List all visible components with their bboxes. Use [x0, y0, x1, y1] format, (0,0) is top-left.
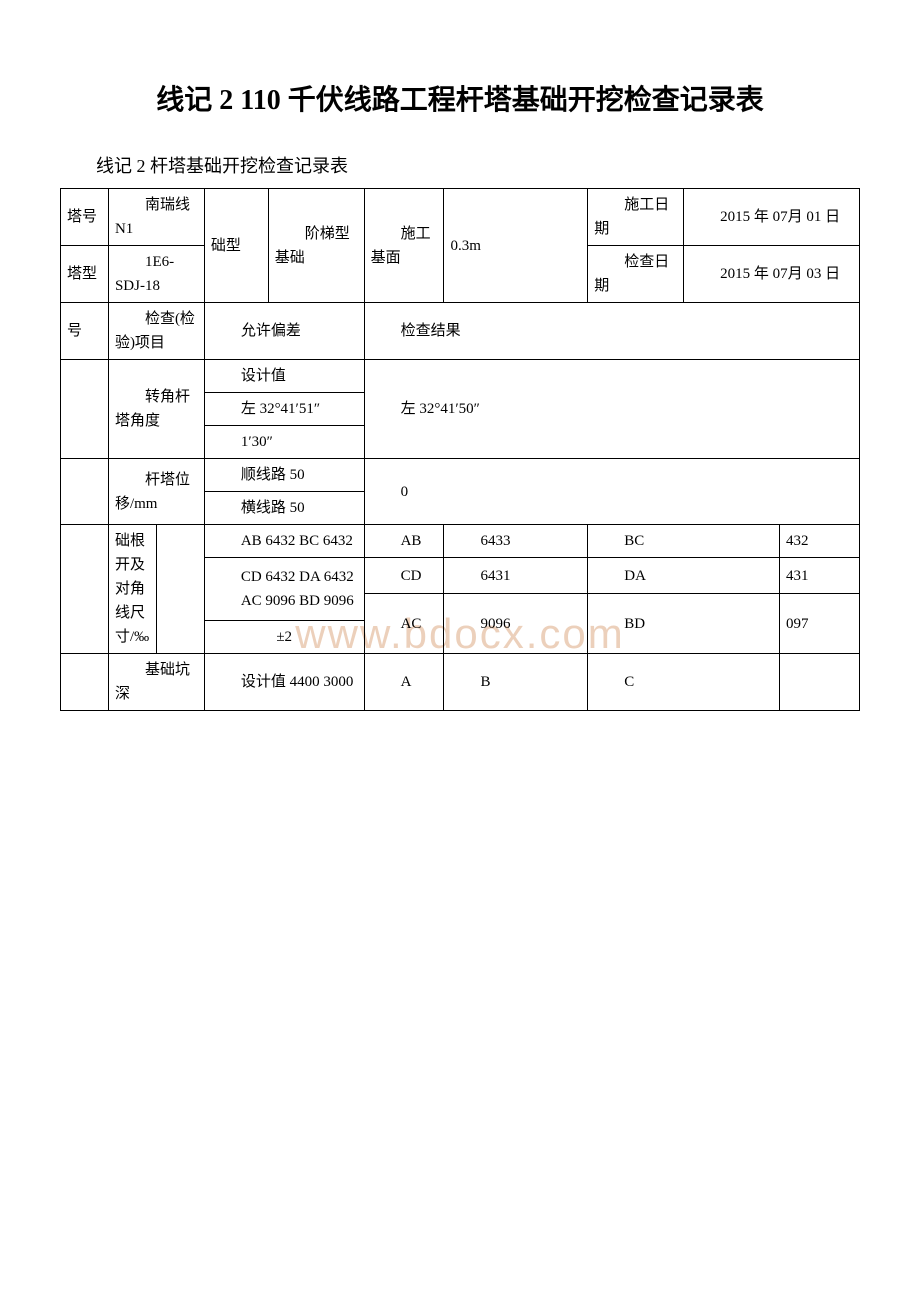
row-angle-design-label: 设计值 [204, 360, 364, 393]
cell-ac-value: 9096 [444, 594, 588, 654]
row-root-blank [156, 525, 204, 654]
row-depth-design: 设计值 4400 3000 [204, 654, 364, 711]
col-tolerance: 允许偏差 [204, 303, 364, 360]
surface-value: 0.3m [444, 189, 588, 303]
cell-ab-value: 6433 [444, 525, 588, 558]
construct-date-label: 施工日期 [588, 189, 684, 246]
cell-cd-value: 6431 [444, 558, 588, 594]
row-depth-no [61, 654, 109, 711]
row-angle-no [61, 360, 109, 459]
cell-bc-value: 432 [780, 525, 860, 558]
check-date-value: 2015 年 07月 03 日 [684, 246, 860, 303]
row-angle-result: 左 32°41′50″ [364, 360, 859, 459]
page-title: 线记 2 110 千伏线路工程杆塔基础开挖检查记录表 [60, 80, 860, 122]
construct-date-value: 2015 年 07月 01 日 [684, 189, 860, 246]
cell-ab-label: AB [364, 525, 444, 558]
col-item-name: 检查(检验)项目 [108, 303, 204, 360]
cell-bc-label: BC [588, 525, 780, 558]
tower-no-value: 南瑞线 N1 [108, 189, 204, 246]
tower-type-label: 塔型 [61, 246, 109, 303]
cell-bd-value: 097 [780, 594, 860, 654]
col-item-no: 号 [61, 303, 109, 360]
cell-a: A [364, 654, 444, 711]
cell-b: B [444, 654, 588, 711]
cell-da-label: DA [588, 558, 780, 594]
row-shift-name: 杆塔位移/mm [108, 459, 204, 525]
row-root-spec2: CD 6432 DA 6432 AC 9096 BD 9096 [204, 558, 364, 621]
row-angle-name: 转角杆塔角度 [108, 360, 204, 459]
row-angle-tol: 1′30″ [204, 426, 364, 459]
check-date-label: 检查日期 [588, 246, 684, 303]
cell-ac-label: AC [364, 594, 444, 654]
cell-bd-label: BD [588, 594, 780, 654]
inspection-table: 塔号 南瑞线 N1 础型 阶梯型基础 施工基面 0.3m 施工日期 2015 年… [60, 188, 860, 711]
cell-cd-label: CD [364, 558, 444, 594]
row-root-tol: ±2 [204, 621, 364, 654]
tower-no-label: 塔号 [61, 189, 109, 246]
subtitle: 线记 2 杆塔基础开挖检查记录表 [60, 152, 860, 178]
row-root-spec1: AB 6432 BC 6432 [204, 525, 364, 558]
row-shift-along: 顺线路 50 [204, 459, 364, 492]
col-result: 检查结果 [364, 303, 859, 360]
row-shift-result: 0 [364, 459, 859, 525]
spec3-text: AC 9096 BD 9096 [211, 589, 358, 613]
tower-type-value: 1E6-SDJ-18 [108, 246, 204, 303]
found-type-label: 础型 [204, 189, 268, 303]
cell-c: C [588, 654, 780, 711]
row-shift-cross: 横线路 50 [204, 492, 364, 525]
row-depth-name: 基础坑深 [108, 654, 204, 711]
row-angle-design-value: 左 32°41′51″ [204, 393, 364, 426]
row-root-name: 础根开及对角线尺寸/‰ [108, 525, 156, 654]
row-root-no [61, 525, 109, 654]
cell-d [780, 654, 860, 711]
spec2-text: CD 6432 DA 6432 [211, 565, 358, 589]
row-shift-no [61, 459, 109, 525]
cell-da-value: 431 [780, 558, 860, 594]
found-type-value: 阶梯型基础 [268, 189, 364, 303]
surface-label: 施工基面 [364, 189, 444, 303]
